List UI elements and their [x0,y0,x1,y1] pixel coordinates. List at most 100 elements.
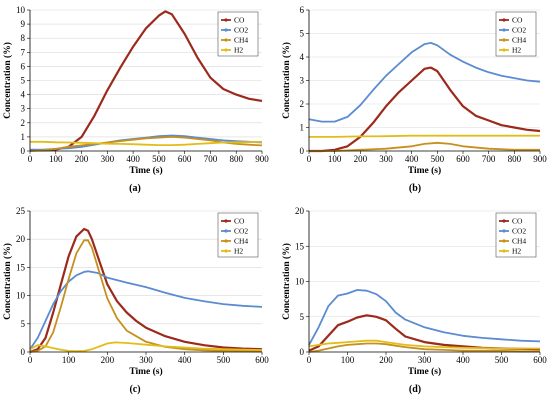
x-tick-label: 300 [418,355,432,365]
y-tick-label: 20 [16,234,26,244]
x-tick-label: 800 [229,154,243,164]
x-tick-label: 100 [62,355,76,365]
legend-marker-h2 [224,48,228,52]
series-line-co2 [308,289,541,346]
x-tick-label: 400 [405,154,419,164]
y-tick-label: 5 [300,312,305,322]
x-tick-label: 600 [178,154,192,164]
legend-label-co: CO [234,16,245,25]
x-axis-title: Time (s) [408,366,441,377]
y-axis-title: Concentration (%) [2,243,13,320]
x-tick-label: 0 [307,154,312,164]
chart-panel-c: 0 100 200 300 400 500 600 0 5 10 15 20 25 Time (s) Con… [2,206,269,395]
x-axis-title: Time (s) [129,366,162,377]
y-tick-label: 0 [300,146,305,156]
x-tick-label: 0 [28,355,33,365]
x-tick-label: 100 [328,154,342,164]
x-tick-label: 500 [495,355,509,365]
legend-marker-h2 [224,249,228,253]
x-tick-label: 700 [482,154,496,164]
y-tick-label: 0 [21,347,26,357]
y-tick-label: 10 [16,291,26,301]
x-tick-label: 200 [354,154,368,164]
legend-marker-h2 [502,249,506,253]
x-tick-label: 200 [379,355,393,365]
x-tick-label: 100 [49,154,63,164]
chart-panel-b: 0 100 200 300 400 500 600 700 800 900 0 1 2 3 4 5 6 Time … [281,5,547,194]
x-tick-label: 0 [307,355,312,365]
y-tick-label: 25 [16,206,26,216]
x-tick-label: 400 [456,355,470,365]
x-tick-label: 200 [75,154,89,164]
series-line-ch4 [309,141,540,152]
series-line-h2 [308,339,540,350]
legend-marker-co2 [224,229,228,233]
legend-label-co2: CO2 [512,227,526,236]
panel-label: (a) [129,183,141,194]
y-tick-label: 2 [300,99,305,109]
y-tick-label: 7 [21,47,26,57]
legend-marker-ch4 [502,38,506,42]
legend-label-co2: CO2 [234,26,248,35]
legend-label-h2: H2 [512,247,521,256]
x-tick-label: 400 [178,355,192,365]
series-line-h2 [30,140,263,147]
y-tick-label: 3 [21,104,26,114]
y-tick-label: 15 [295,241,305,251]
y-axis-title: Concentration (%) [2,42,13,119]
x-axis-title: Time (s) [129,165,162,176]
y-tick-label: 9 [21,19,26,29]
legend-label-ch4: CH4 [234,36,248,45]
x-tick-label: 400 [126,154,140,164]
legend-label-co: CO [234,217,245,226]
y-tick-label: 6 [21,61,26,71]
series-line-co2 [29,270,263,350]
x-tick-label: 900 [255,154,269,164]
legend-marker-h2 [502,48,506,52]
legend-label-co: CO [512,217,523,226]
x-tick-label: 600 [456,154,470,164]
series-line-h2 [309,134,540,138]
series-line-h2 [29,341,263,353]
x-tick-label: 900 [533,154,547,164]
y-tick-label: 20 [295,206,305,216]
y-tick-label: 2 [21,118,26,128]
y-tick-label: 10 [295,277,305,287]
legend-marker-co2 [224,28,228,32]
series-line-co [30,10,263,152]
legend-marker-ch4 [224,239,228,243]
legend-label-h2: H2 [234,46,243,55]
y-axis-title: Concentration (%) [281,243,292,320]
y-tick-label: 4 [21,90,26,100]
y-tick-label: 15 [16,262,26,272]
series-line-ch4 [308,342,540,353]
x-tick-label: 200 [101,355,115,365]
legend-label-ch4: CH4 [512,36,526,45]
y-tick-label: 0 [21,146,26,156]
y-tick-label: 0 [300,347,305,357]
legend-marker-co [502,18,506,22]
y-tick-label: 10 [16,5,26,15]
x-tick-label: 300 [139,355,153,365]
y-tick-label: 1 [300,123,305,133]
x-tick-label: 500 [152,154,166,164]
y-tick-label: 3 [300,76,305,86]
legend-marker-co [224,18,228,22]
y-tick-label: 5 [21,319,26,329]
y-axis-title: Concentration (%) [281,42,292,119]
x-tick-label: 800 [508,154,522,164]
legend-label-co2: CO2 [234,227,248,236]
panel-label: (d) [409,384,421,395]
legend-marker-ch4 [502,239,506,243]
x-tick-label: 300 [379,154,393,164]
legend-label-h2: H2 [512,46,521,55]
chart-panel-d: 0 100 200 300 400 500 600 0 5 10 15 20 Time (s) Conce… [281,206,547,395]
x-tick-label: 600 [533,355,547,365]
legend-marker-ch4 [224,38,228,42]
y-tick-label: 1 [21,132,26,142]
